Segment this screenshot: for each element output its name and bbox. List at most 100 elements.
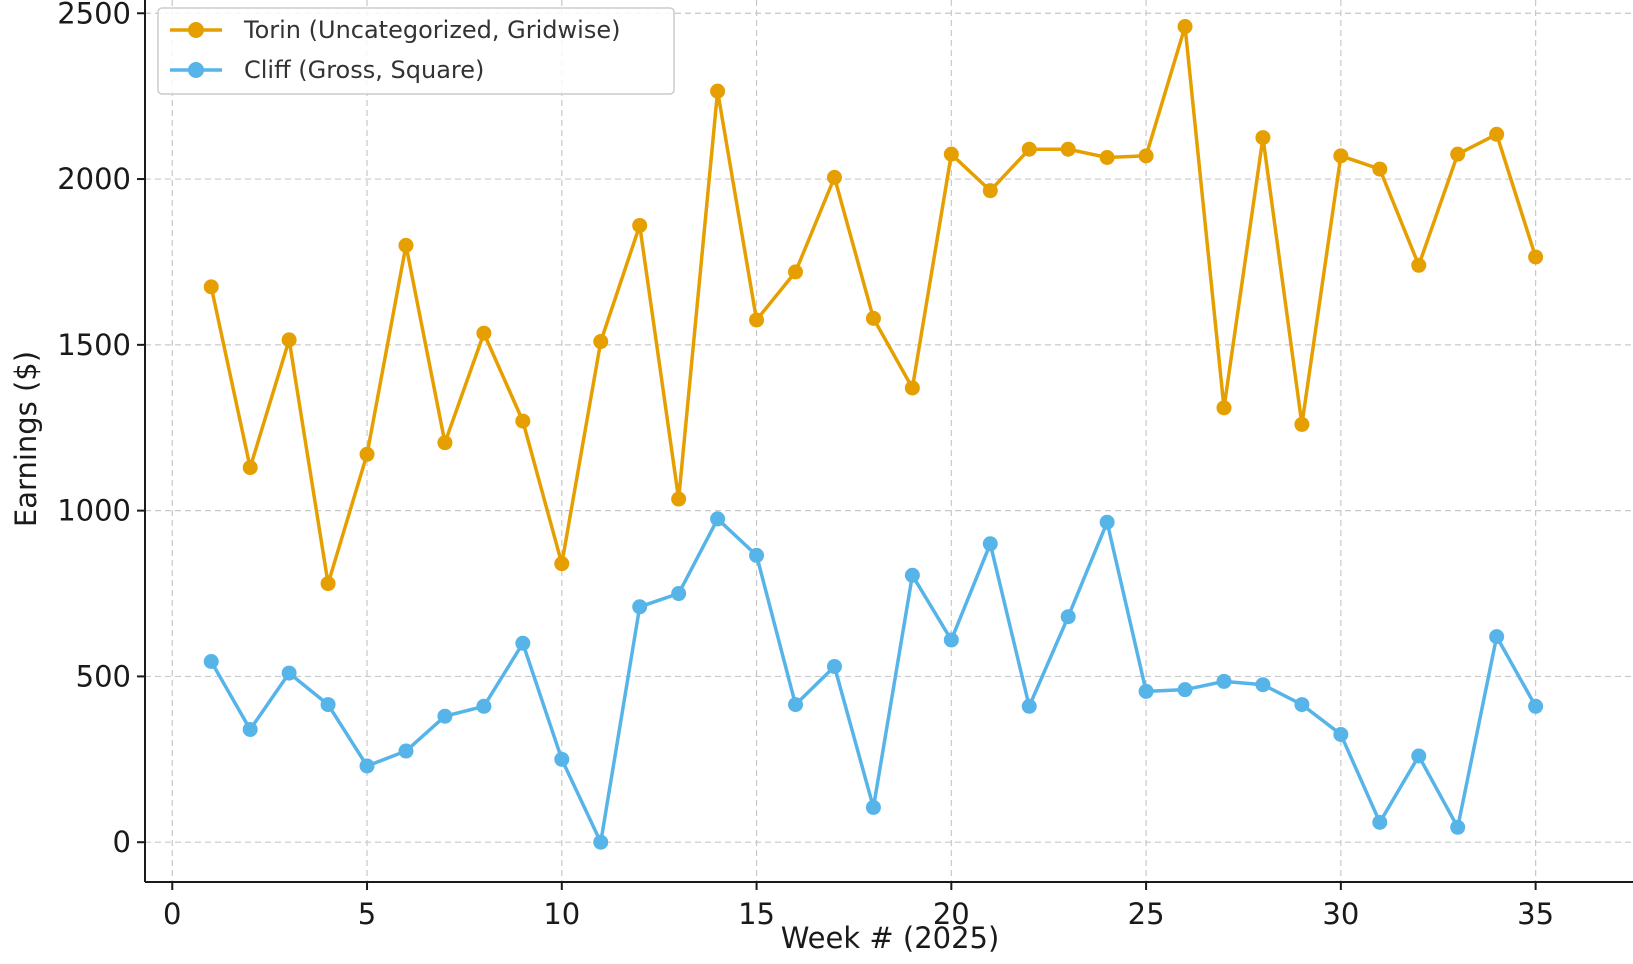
x-tick-label: 10 — [543, 897, 580, 931]
data-point — [359, 758, 375, 774]
data-point — [1411, 748, 1427, 764]
data-point — [593, 834, 609, 850]
data-point — [476, 325, 492, 341]
data-point — [203, 279, 219, 295]
data-point — [1060, 609, 1076, 625]
data-point — [203, 654, 219, 669]
legend-box — [157, 7, 675, 95]
data-point — [671, 491, 687, 507]
data-point — [943, 632, 959, 648]
x-axis-title: Week # (2025) — [781, 921, 1000, 955]
data-point — [1528, 249, 1544, 265]
data-point — [320, 697, 336, 713]
series-1 — [203, 511, 1544, 850]
data-point — [593, 334, 609, 350]
data-point — [1138, 683, 1154, 699]
data-point — [515, 413, 531, 429]
data-point — [904, 380, 920, 396]
series-line — [209, 24, 1538, 586]
data-point — [1099, 514, 1115, 530]
data-point — [749, 547, 765, 563]
x-tick-label: 30 — [1322, 897, 1359, 931]
data-point — [515, 635, 531, 651]
data-point — [1372, 814, 1388, 830]
data-point — [398, 743, 414, 759]
data-point — [242, 460, 258, 476]
y-tick-label: 500 — [76, 659, 131, 693]
x-tick-label: 15 — [738, 897, 775, 931]
data-point — [632, 217, 648, 233]
legend: Torin (Uncategorized, Gridwise) Cliff (G… — [157, 7, 675, 95]
data-point — [1255, 130, 1271, 146]
data-point — [1333, 726, 1349, 742]
data-point — [1411, 257, 1427, 273]
data-point — [982, 183, 998, 199]
data-point — [1372, 161, 1388, 177]
data-point — [788, 264, 804, 280]
data-point — [632, 599, 648, 615]
y-tick-label: 0 — [113, 825, 131, 859]
data-point — [982, 536, 998, 552]
series-lines — [203, 19, 1544, 850]
y-axis-title: Earnings ($) — [9, 351, 43, 527]
data-point — [749, 312, 765, 328]
data-point — [320, 576, 336, 592]
legend-marker-torin — [188, 22, 204, 38]
legend-label-torin: Torin (Uncategorized, Gridwise) — [243, 16, 620, 44]
x-tick-label: 0 — [163, 897, 181, 931]
data-point — [1294, 416, 1310, 432]
data-point — [710, 511, 726, 527]
data-point — [1450, 819, 1466, 835]
legend-label-cliff: Cliff (Gross, Square) — [244, 56, 484, 84]
data-point — [904, 567, 920, 583]
x-tick-label: 20 — [933, 897, 970, 931]
y-tick-label: 2500 — [57, 0, 131, 30]
data-point — [554, 751, 570, 767]
series-line — [209, 517, 1538, 844]
x-tick-label: 35 — [1517, 897, 1554, 931]
data-point — [865, 799, 881, 815]
y-tick-label: 2000 — [57, 162, 131, 196]
data-point — [1060, 141, 1076, 157]
data-point — [437, 435, 453, 451]
data-point — [788, 697, 804, 713]
data-point — [437, 708, 453, 724]
data-point — [1021, 141, 1037, 157]
data-point — [281, 665, 297, 681]
data-point — [281, 332, 297, 348]
data-point — [1450, 146, 1466, 162]
tick-labels: 0 5 10 15 20 25 30 35 0 500 1000 1500 2000 2500 — [57, 0, 1554, 931]
data-point — [242, 721, 258, 737]
data-point — [359, 446, 375, 462]
data-point — [671, 586, 687, 602]
data-point — [1489, 126, 1505, 142]
data-point — [1177, 19, 1193, 35]
data-point — [865, 310, 881, 326]
data-point — [1294, 697, 1310, 713]
y-tick-label: 1000 — [57, 494, 131, 528]
data-point — [1216, 400, 1232, 416]
data-point — [1216, 673, 1232, 689]
data-point — [1255, 677, 1271, 693]
data-point — [1528, 698, 1544, 714]
axes — [137, 0, 1633, 890]
data-point — [826, 169, 842, 185]
data-point — [476, 698, 492, 714]
data-point — [1099, 150, 1115, 165]
data-point — [1138, 148, 1154, 164]
data-point — [1333, 148, 1349, 164]
data-point — [554, 556, 570, 572]
series-0 — [203, 19, 1544, 592]
data-point — [943, 146, 959, 162]
data-point — [1021, 698, 1037, 714]
x-tick-label: 25 — [1128, 897, 1165, 931]
legend-marker-cliff — [188, 62, 204, 78]
data-point — [1489, 629, 1505, 645]
y-tick-label: 1500 — [57, 328, 131, 362]
data-point — [826, 658, 842, 674]
data-point — [1177, 682, 1193, 698]
x-tick-label: 5 — [358, 897, 376, 931]
data-point — [710, 83, 726, 99]
data-point — [398, 237, 414, 253]
